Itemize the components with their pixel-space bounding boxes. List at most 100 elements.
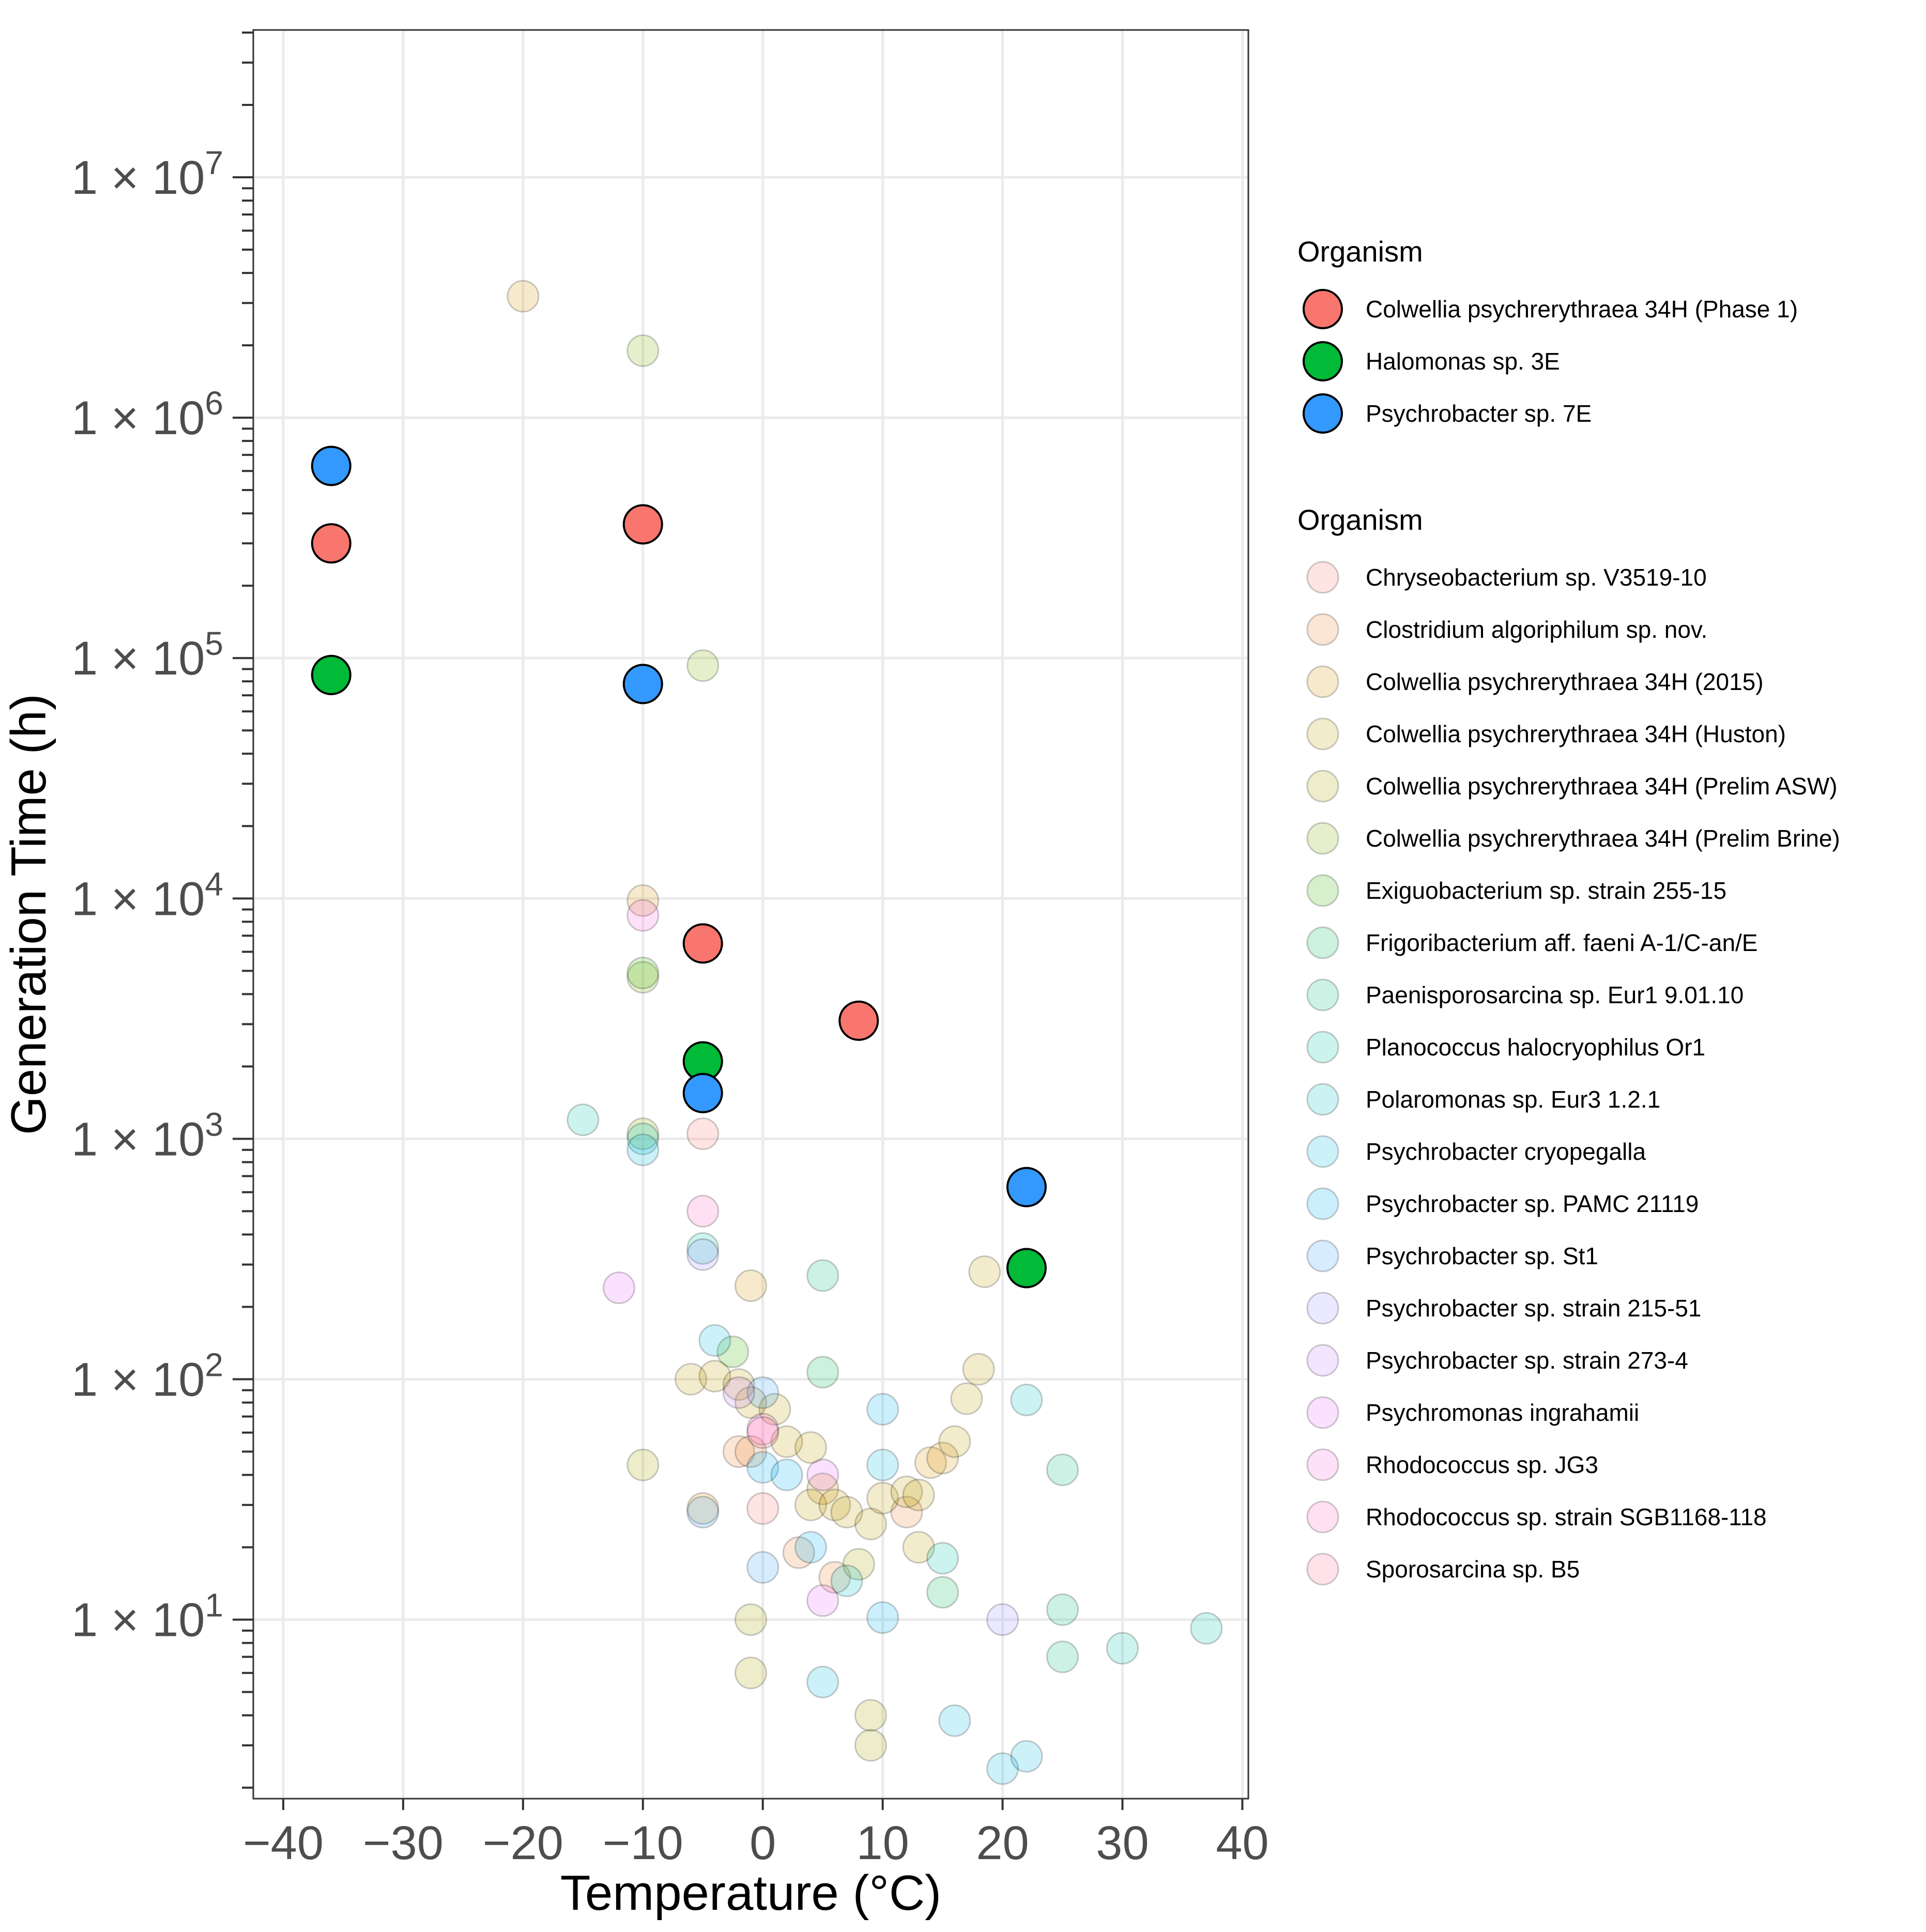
legend-label: Rhodococcus sp. JG3 — [1366, 1451, 1598, 1478]
legend-key-icon — [1306, 1396, 1339, 1429]
data-point-background — [938, 1704, 971, 1737]
legend-key-icon — [1306, 1187, 1339, 1220]
data-point-background — [770, 1459, 803, 1492]
x-tick-label: −30 — [363, 1817, 444, 1869]
y-axis-title: Generation Time (h) — [1, 694, 56, 1135]
data-point-background — [806, 1356, 839, 1389]
data-point-background — [890, 1496, 923, 1529]
legend-label: Sporosarcina sp. B5 — [1366, 1556, 1580, 1583]
legend-key-icon — [1306, 874, 1339, 907]
data-point-background — [698, 1324, 731, 1357]
data-point-background — [746, 1376, 779, 1409]
data-point-background — [938, 1425, 971, 1458]
legend-title: Organism — [1297, 503, 1423, 536]
x-tick-label: −40 — [243, 1817, 324, 1869]
legend-key-icon — [1303, 393, 1343, 434]
data-point-background — [830, 1496, 863, 1529]
legend-key-icon — [1306, 561, 1339, 594]
legend-label: Rhodococcus sp. strain SGB1168-118 — [1366, 1504, 1767, 1530]
data-point-background — [818, 1561, 851, 1594]
x-tick-label: 20 — [976, 1817, 1029, 1869]
data-point-background — [1190, 1612, 1223, 1645]
data-point-background — [602, 1271, 635, 1305]
legend-label: Psychromonas ingrahamii — [1366, 1399, 1639, 1426]
data-point-background — [758, 1393, 791, 1426]
data-point-background — [746, 1413, 779, 1446]
legend-label: Exiguobacterium sp. strain 255-15 — [1366, 877, 1726, 904]
data-point-background — [567, 1103, 600, 1137]
data-point-background — [626, 884, 660, 917]
data-point-background — [626, 334, 660, 367]
x-tick-label: 40 — [1216, 1817, 1268, 1869]
data-point-background — [830, 1565, 863, 1598]
data-point-background — [675, 1363, 708, 1396]
data-point-background — [866, 1448, 899, 1481]
data-point-background — [626, 1448, 660, 1481]
background-points — [507, 280, 1223, 1785]
data-point-background — [866, 1393, 899, 1426]
data-point-background — [686, 1492, 720, 1525]
legend-key-icon — [1303, 289, 1343, 329]
legend-key-icon — [1306, 1448, 1339, 1481]
legend-key-icon — [1303, 341, 1343, 381]
legend-key-icon — [1306, 1031, 1339, 1064]
data-point-background — [902, 1531, 935, 1564]
data-point-background — [626, 1117, 660, 1151]
data-point-background — [1046, 1640, 1079, 1674]
data-point-background — [866, 1601, 899, 1634]
data-point-background — [507, 280, 540, 313]
data-point-background — [806, 1665, 839, 1698]
legend-label: Chryseobacterium sp. V3519-10 — [1366, 564, 1707, 591]
legend-label: Colwellia psychrerythraea 34H (Huston) — [1366, 720, 1786, 747]
y-tick-label: 1 × 105 — [71, 625, 223, 685]
data-point-background — [914, 1446, 947, 1479]
legend-label: Colwellia psychrerythraea 34H (2015) — [1366, 668, 1764, 695]
legend-key-icon — [1306, 613, 1339, 646]
data-point-background — [1010, 1384, 1043, 1417]
data-point-background — [626, 956, 660, 989]
legend-key-icon — [1306, 1500, 1339, 1534]
data-point-background — [746, 1492, 779, 1525]
legend-key-icon — [1306, 1135, 1339, 1168]
data-point-background — [794, 1489, 827, 1522]
data-point-background — [806, 1473, 839, 1506]
data-point-highlight — [682, 923, 723, 964]
x-tick-label: 30 — [1096, 1817, 1149, 1869]
data-point-background — [698, 1360, 731, 1393]
data-point-background — [626, 1133, 660, 1167]
data-point-background — [986, 1752, 1019, 1785]
data-point-highlight — [622, 664, 663, 704]
legend-key-icon — [1306, 1553, 1339, 1586]
x-tick-label: −20 — [483, 1817, 563, 1869]
data-point-background — [854, 1729, 887, 1762]
data-point-background — [746, 1451, 779, 1484]
legend-label: Psychrobacter sp. PAMC 21119 — [1366, 1190, 1699, 1217]
data-point-highlight — [838, 1000, 879, 1041]
y-tick-label: 1 × 103 — [71, 1106, 223, 1166]
legend-label: Colwellia psychrerythraea 34H (Prelim AS… — [1366, 773, 1838, 800]
legend-key-icon — [1306, 665, 1339, 698]
legend-label: Psychrobacter sp. strain 273-4 — [1366, 1347, 1688, 1374]
axes: −40 −30 −20 −10 0 10 20 30 40 1 × 101 1 × 102 1 × 1… — [71, 31, 1269, 1869]
data-point-highlight — [1006, 1248, 1047, 1289]
data-point-background — [686, 1496, 720, 1529]
x-axis-title: Temperature (°C) — [560, 1865, 941, 1921]
legend-label: Paenisporosarcina sp. Eur1 9.01.10 — [1366, 982, 1744, 1008]
data-point-background — [722, 1376, 755, 1409]
data-point-background — [926, 1542, 959, 1575]
data-point-background — [818, 1489, 851, 1522]
data-point-background — [716, 1336, 750, 1369]
legend-label: Psychrobacter sp. 7E — [1366, 400, 1592, 427]
data-point-highlight — [1006, 1167, 1047, 1207]
legend-label: Psychrobacter cryopegalla — [1366, 1138, 1646, 1165]
legend-highlight-organisms: Organism Colwellia psychrerythraea 34H (P… — [1297, 235, 1798, 434]
legend-key-icon — [1306, 1239, 1339, 1272]
data-point-background — [746, 1551, 779, 1584]
legend-key-icon — [1306, 1083, 1339, 1116]
data-point-background — [962, 1353, 995, 1386]
legend-key-icon — [1306, 978, 1339, 1011]
data-point-background — [794, 1431, 827, 1464]
legend-key-icon — [1306, 770, 1339, 803]
